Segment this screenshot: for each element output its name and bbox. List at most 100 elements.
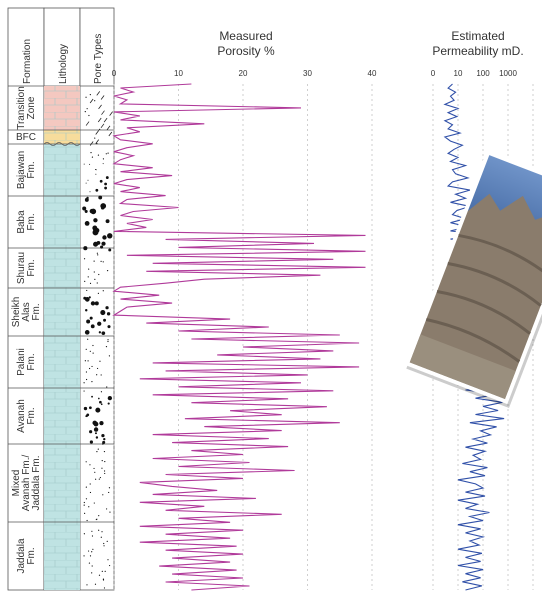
pore-dot bbox=[107, 325, 111, 329]
pore-dot bbox=[89, 282, 92, 285]
porosity-gridlines bbox=[113, 84, 373, 590]
formation-label: BFC bbox=[16, 132, 36, 143]
pore-dot bbox=[103, 450, 106, 453]
pore-fracture-mark bbox=[100, 123, 105, 129]
pore-dot bbox=[96, 189, 98, 191]
pore-dot bbox=[85, 414, 88, 417]
pore-dot bbox=[93, 218, 98, 223]
pore-dot bbox=[105, 219, 110, 224]
permeability-title-line1: Estimated bbox=[451, 29, 504, 43]
pore-dot bbox=[89, 367, 91, 370]
pore-dot bbox=[103, 542, 105, 545]
pore-fracture-mark bbox=[89, 98, 94, 104]
pore-dot bbox=[85, 461, 87, 463]
pore-dot bbox=[93, 421, 99, 427]
pore-dot bbox=[91, 380, 93, 383]
pore-dot bbox=[83, 501, 85, 504]
pore-dot bbox=[83, 296, 87, 300]
pore-dot bbox=[103, 318, 106, 322]
pore-dot bbox=[88, 562, 91, 564]
pore-dot bbox=[106, 386, 108, 388]
pore-fracture-mark bbox=[96, 91, 101, 96]
pore-dot bbox=[83, 406, 88, 411]
pore-fracture-mark bbox=[103, 117, 108, 123]
pore-dot bbox=[93, 260, 95, 262]
pore-dot bbox=[88, 114, 90, 117]
pore-dot bbox=[102, 235, 107, 240]
formation-column bbox=[7, 7, 45, 591]
pore-dot bbox=[99, 128, 101, 131]
pore-fracture-mark bbox=[100, 95, 105, 100]
photo-rock-bands bbox=[425, 233, 542, 363]
pore-dot bbox=[89, 430, 93, 434]
pore-dot bbox=[105, 176, 109, 179]
pore-dot bbox=[107, 152, 109, 154]
pore-dot bbox=[106, 540, 108, 542]
pore-dot bbox=[104, 472, 106, 475]
pore-dot bbox=[96, 282, 98, 284]
tick-label: 0 bbox=[431, 69, 436, 78]
pore-dot bbox=[85, 378, 88, 381]
pore-dot bbox=[108, 487, 111, 489]
formation-label: Fm. bbox=[26, 407, 37, 424]
pore-dot bbox=[86, 319, 91, 324]
formation-label: Sheikh bbox=[11, 297, 22, 328]
pore-dot bbox=[102, 290, 104, 292]
tick-label: 1000 bbox=[499, 69, 517, 78]
pore-dot bbox=[102, 163, 104, 165]
pore-dot bbox=[103, 545, 105, 547]
formation-label: Fm. bbox=[26, 161, 37, 178]
formation-label: Fm. bbox=[26, 259, 37, 276]
pore-dot bbox=[87, 338, 89, 340]
pore-dot bbox=[95, 173, 97, 175]
pore-dot bbox=[103, 470, 106, 472]
pore-dot bbox=[93, 271, 95, 273]
pore-dot bbox=[88, 506, 90, 508]
pore-dot bbox=[99, 360, 101, 362]
pore-dot bbox=[93, 502, 95, 504]
pore-dot bbox=[89, 483, 91, 485]
pore-dot bbox=[87, 276, 89, 278]
pore-dot bbox=[100, 206, 105, 210]
pore-dot bbox=[91, 572, 93, 574]
pore-dot bbox=[99, 421, 104, 426]
formation-label: Fm. bbox=[26, 353, 37, 370]
formation-label: Jaddala Fm. bbox=[31, 455, 42, 510]
pore-dot bbox=[84, 330, 90, 335]
pore-dot bbox=[103, 587, 106, 589]
porosity-tick-labels: 0 10 20 30 40 bbox=[112, 69, 377, 78]
pore-dot bbox=[102, 578, 105, 580]
pore-dot bbox=[98, 515, 100, 517]
pore-dot bbox=[108, 248, 112, 252]
pore-dot bbox=[83, 390, 85, 392]
pore-dot bbox=[95, 478, 97, 480]
pore-dot bbox=[100, 245, 104, 249]
pore-dot bbox=[91, 535, 94, 537]
pore-dot bbox=[94, 471, 96, 473]
pore-dot bbox=[96, 252, 98, 254]
lithology-header: Lithology bbox=[58, 44, 69, 84]
pore-dot bbox=[89, 163, 91, 165]
pore-dot bbox=[95, 407, 101, 413]
pore-dot bbox=[84, 209, 88, 213]
pore-dot bbox=[90, 151, 92, 154]
outcrop-photo bbox=[404, 150, 542, 409]
pore-dot bbox=[96, 367, 99, 370]
formation-header: Formation bbox=[22, 39, 33, 84]
pore-dot bbox=[104, 570, 106, 572]
pore-dot bbox=[107, 559, 109, 561]
formation-label: Transition bbox=[16, 86, 27, 130]
pore-dot bbox=[101, 570, 103, 572]
pore-dot bbox=[105, 346, 108, 348]
pore-dot bbox=[100, 374, 102, 376]
pore-dot bbox=[97, 448, 99, 450]
strip-columns: Formation Lithology Pore Types Transitio… bbox=[7, 7, 115, 591]
pore-dot bbox=[98, 574, 101, 576]
pore-dot bbox=[86, 584, 88, 586]
pore-dot bbox=[101, 467, 103, 469]
pore-dot bbox=[100, 403, 103, 406]
pore-dot bbox=[99, 476, 101, 479]
pore-dot bbox=[93, 241, 99, 247]
pore-dot bbox=[104, 460, 106, 463]
formation-label: Mixed bbox=[11, 470, 22, 497]
